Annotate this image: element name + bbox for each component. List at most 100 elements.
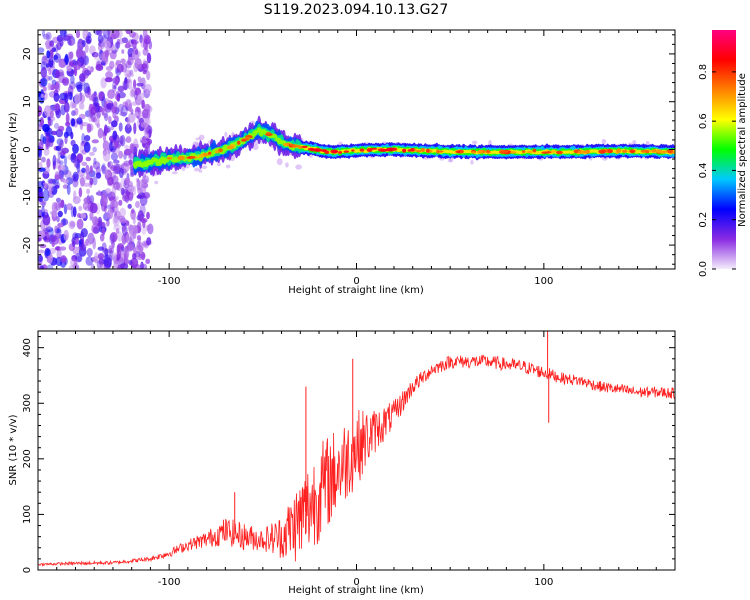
heatmap-cell	[91, 52, 99, 58]
heatmap-cell	[89, 195, 95, 205]
heatmap-cell	[477, 150, 484, 154]
heatmap-cell	[89, 202, 98, 214]
heatmap-cell	[93, 96, 99, 107]
heatmap-cell	[80, 212, 87, 219]
heatmap-cell	[73, 190, 77, 200]
heatmap-cell	[136, 241, 141, 250]
heatmap-cell	[125, 234, 133, 245]
heatmap-cell	[141, 227, 147, 235]
heatmap-cell	[142, 108, 149, 119]
heatmap-cell	[84, 135, 91, 142]
heatmap-cell	[49, 49, 54, 58]
heatmap-cell	[101, 107, 105, 116]
heatmap-cell	[63, 155, 68, 167]
heatmap-cell	[181, 166, 186, 171]
heatmap-cell	[101, 60, 106, 66]
heatmap-cell	[101, 166, 108, 174]
heatmap-cell	[89, 165, 93, 174]
heatmap-cell	[486, 149, 490, 153]
heatmap-cell	[131, 224, 139, 235]
heatmap-cell	[124, 144, 129, 150]
heatmap-cell	[93, 157, 97, 165]
heatmap-cell	[407, 149, 412, 152]
snr-y-ticks: 0 100 200 300 400	[22, 336, 675, 573]
heatmap-cell	[51, 79, 57, 86]
heatmap-cell	[70, 118, 76, 127]
heatmap-cell	[128, 259, 132, 266]
heatmap-cell	[125, 136, 132, 143]
heatmap-cell	[130, 208, 135, 214]
heatmap-cell	[141, 263, 148, 269]
heatmap-cell	[509, 151, 517, 154]
heatmap-cell	[141, 63, 148, 70]
heatmap-cell	[62, 77, 70, 86]
heatmap-cell	[129, 172, 134, 177]
heatmap-cell	[117, 264, 124, 269]
heatmap-cell	[112, 130, 118, 141]
heatmap-cell	[114, 163, 123, 175]
heatmap-cell	[45, 31, 52, 41]
heatmap-cell	[630, 150, 635, 154]
heatmap-cell	[621, 149, 628, 153]
heatmap-cell	[118, 150, 124, 159]
heatmap-cell	[254, 141, 259, 146]
heatmap-cell	[47, 56, 55, 69]
heatmap-cell	[140, 261, 144, 269]
heatmap-y-tick-label: 0	[22, 146, 33, 152]
heatmap-cell	[49, 110, 54, 119]
heatmap-cell	[146, 211, 150, 220]
heatmap-cell	[79, 143, 84, 154]
heatmap-cell	[79, 176, 85, 187]
heatmap-cell	[128, 103, 133, 113]
heatmap-cell	[41, 201, 46, 208]
heatmap-cell	[111, 175, 119, 185]
heatmap-cell	[118, 199, 123, 206]
heatmap-cell	[301, 145, 308, 149]
heatmap-cell	[132, 253, 137, 260]
heatmap-cell	[103, 124, 108, 136]
heatmap-cell	[124, 69, 132, 78]
heatmap-cell	[93, 52, 102, 61]
heatmap-cell	[121, 49, 125, 54]
snr-y-tick-label: 100	[22, 505, 33, 524]
heatmap-cell	[78, 92, 86, 104]
heatmap-cell	[127, 185, 135, 193]
heatmap-y-ticks: -20 -10 0 10 20	[22, 34, 675, 265]
heatmap-cell	[78, 187, 83, 198]
heatmap-y-tick-label: -20	[22, 237, 33, 253]
heatmap-cell	[82, 182, 91, 187]
heatmap-cell	[86, 247, 93, 257]
heatmap-cell	[39, 139, 44, 150]
heatmap-cell	[112, 163, 121, 175]
heatmap-cell	[549, 150, 558, 153]
heatmap-cell	[72, 196, 81, 205]
heatmap-cell	[87, 232, 95, 245]
heatmap-cell	[51, 130, 58, 136]
heatmap-cell	[146, 105, 153, 113]
heatmap-cell	[39, 265, 45, 269]
heatmap-cell	[70, 139, 76, 147]
heatmap-cell	[53, 103, 61, 111]
heatmap-cell	[56, 215, 60, 223]
heatmap-cell	[154, 180, 159, 185]
heatmap-cell	[101, 163, 107, 175]
heatmap-cell	[108, 245, 112, 254]
heatmap-cell	[72, 60, 79, 66]
heatmap-cell	[58, 125, 65, 132]
heatmap-cell	[72, 240, 76, 248]
heatmap-cell	[140, 251, 146, 261]
heatmap-cell	[72, 171, 79, 183]
heatmap-cell	[69, 100, 75, 109]
heatmap-cell	[121, 233, 127, 245]
heatmap-cell	[120, 58, 126, 64]
heatmap-cell	[39, 117, 45, 127]
heatmap-cell	[102, 140, 110, 151]
heatmap-cell	[48, 137, 54, 148]
heatmap-cell	[134, 58, 142, 70]
heatmap-cell	[377, 148, 386, 152]
heatmap-x-tick-label: 100	[534, 276, 553, 287]
heatmap-cell	[139, 218, 148, 223]
heatmap-cell	[104, 77, 113, 83]
heatmap-cell	[42, 214, 51, 226]
heatmap-cell	[42, 91, 48, 101]
